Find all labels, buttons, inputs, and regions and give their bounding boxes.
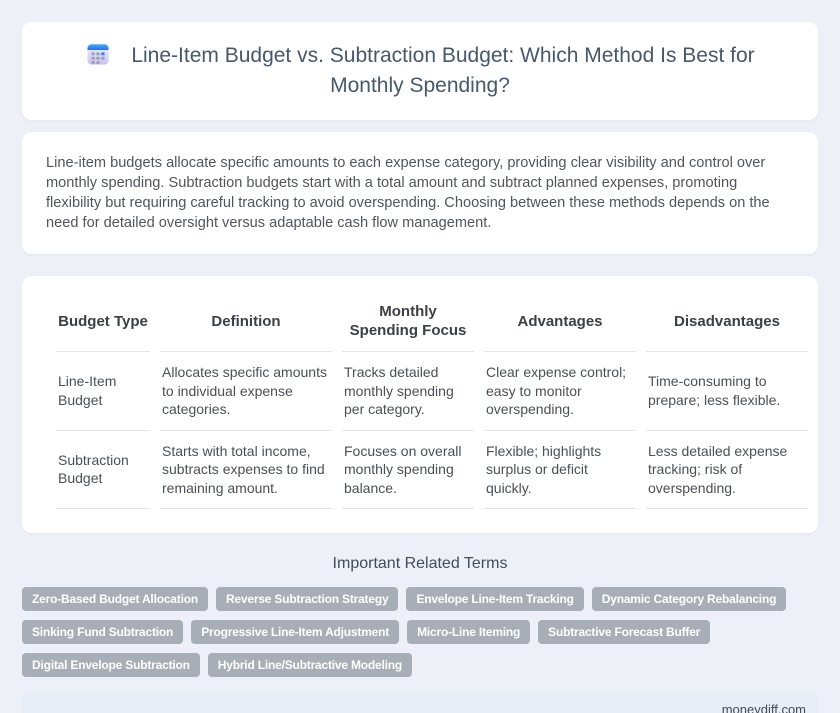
column-header: Disadvantages [646, 296, 808, 352]
intro-paragraph: Line-item budgets allocate specific amou… [46, 155, 770, 231]
page-title-text: Line-Item Budget vs. Subtraction Budget:… [131, 44, 755, 97]
table-row: Subtraction Budget Starts with total inco… [56, 431, 808, 509]
related-term-tag[interactable]: Sinking Fund Subtraction [22, 620, 184, 644]
related-term-tag[interactable]: Envelope Line-Item Tracking [406, 587, 584, 611]
related-term-tag[interactable]: Dynamic Category Rebalancing [591, 587, 787, 611]
row-label-cell: Subtraction Budget [56, 431, 150, 509]
table-row: Line-Item Budget Allocates specific amoun… [56, 352, 808, 431]
column-header: Advantages [484, 296, 636, 352]
related-term-tag[interactable]: Hybrid Line/Subtractive Modeling [207, 653, 413, 677]
table-cell: Time-consuming to prepare; less flexible… [646, 352, 808, 431]
table-cell: Allocates specific amounts to individual… [160, 352, 332, 431]
column-header: Monthly Spending Focus [342, 296, 474, 352]
related-term-tag[interactable]: Reverse Subtraction Strategy [215, 587, 399, 611]
table-body: Line-Item Budget Allocates specific amoun… [56, 352, 808, 509]
table-cell: Starts with total income, subtracts expe… [160, 431, 332, 509]
footer-bar: moneydiff.com [22, 692, 818, 713]
column-header: Budget Type [56, 296, 150, 352]
table-cell: Flexible; highlights surplus or deficit … [484, 431, 636, 509]
title-card: Line-Item Budget vs. Subtraction Budget:… [22, 22, 818, 120]
comparison-table-card: Budget Type Definition Monthly Spending Fo… [22, 276, 818, 533]
table-cell: Less detailed expense tracking; risk of … [646, 431, 808, 509]
intro-card: Line-item budgets allocate specific amou… [22, 132, 818, 254]
table-cell: Clear expense control; easy to monitor o… [484, 352, 636, 431]
calendar-icon [85, 41, 111, 67]
table-header-row: Budget Type Definition Monthly Spending Fo… [56, 296, 808, 352]
related-terms-list: Zero-Based Budget Allocation Reverse Subt… [22, 587, 818, 677]
table-cell: Tracks detailed monthly spending per cat… [342, 352, 474, 431]
related-term-tag[interactable]: Micro-Line Iteming [407, 620, 531, 644]
related-term-tag[interactable]: Progressive Line-Item Adjustment [191, 620, 400, 644]
column-header: Definition [160, 296, 332, 352]
related-terms-heading: Important Related Terms [332, 555, 508, 572]
related-term-tag[interactable]: Subtractive Forecast Buffer [538, 620, 711, 644]
comparison-table: Budget Type Definition Monthly Spending Fo… [46, 296, 818, 509]
site-name: moneydiff.com [721, 701, 806, 713]
related-term-tag[interactable]: Zero-Based Budget Allocation [22, 587, 208, 611]
related-term-tag[interactable]: Digital Envelope Subtraction [22, 653, 200, 677]
page-title: Line-Item Budget vs. Subtraction Budget:… [67, 41, 773, 101]
row-label-cell: Line-Item Budget [56, 352, 150, 431]
table-cell: Focuses on overall monthly spending bala… [342, 431, 474, 509]
